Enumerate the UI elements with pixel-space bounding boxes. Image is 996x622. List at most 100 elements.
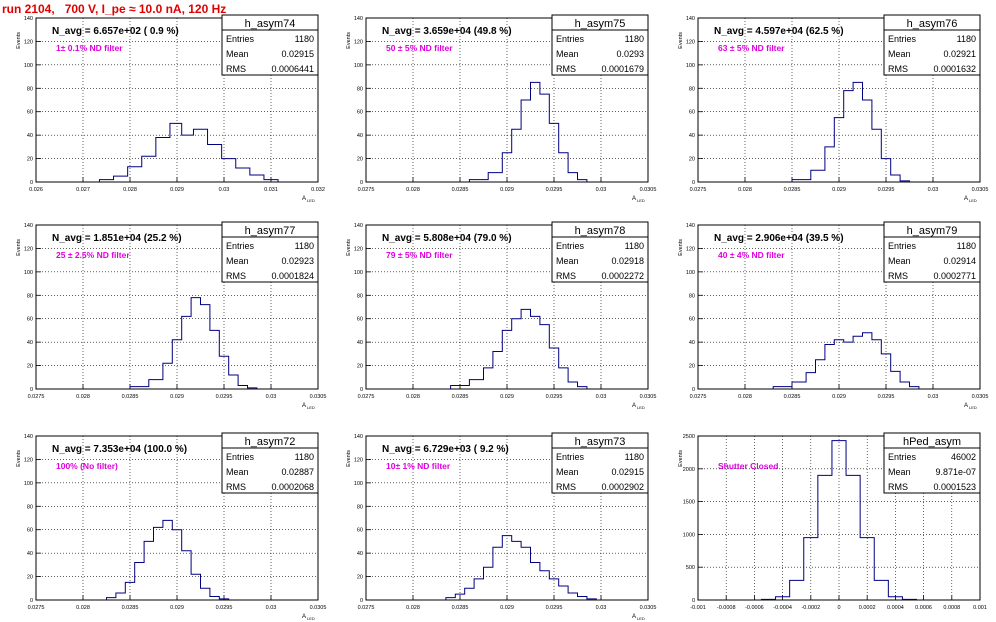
x-tick-label: 0.026: [29, 187, 43, 193]
x-axis-label-sub: LED: [307, 198, 315, 203]
stat-value: 46002: [951, 452, 976, 462]
navg-header: N_avg = 6.657e+02 ( 0.9 %): [52, 26, 179, 37]
stat-value: 1180: [295, 34, 314, 44]
stat-value: 0.0001679: [601, 64, 644, 74]
y-tick-label: 60: [27, 528, 33, 534]
y-tick-label: 60: [689, 110, 695, 116]
filter-note: 63 ± 5% ND filter: [718, 43, 785, 53]
stat-label: Entries: [888, 34, 917, 44]
histogram-panel-h_asym74: 0.026 0.027 0.028 0.029 0.03 0.031 0.032 0 20 40 6…: [16, 14, 325, 203]
filter-note: 1± 0.1% ND filter: [56, 43, 123, 53]
y-tick-label: 120: [354, 246, 363, 252]
histogram-name: h_asym78: [575, 225, 626, 237]
histogram-step-line: [106, 519, 230, 600]
stat-label: Entries: [556, 241, 585, 251]
y-axis-label: Events: [346, 32, 352, 49]
y-tick-label: 20: [689, 157, 695, 163]
x-tick-label: 0.0285: [784, 394, 801, 400]
stat-value: 1180: [625, 34, 644, 44]
x-tick-label: 0.0305: [972, 187, 989, 193]
y-axis-label: Events: [678, 32, 684, 49]
x-axis-label-sub: LED: [969, 405, 977, 410]
stat-label: RMS: [226, 64, 246, 74]
y-tick-label: 40: [357, 551, 363, 557]
x-tick-label: 0.03: [928, 394, 939, 400]
y-tick-label: 120: [686, 39, 695, 45]
navg-header: N_avg = 5.808e+04 (79.0 %): [382, 233, 512, 244]
stat-value: 0.0002272: [601, 271, 644, 281]
y-tick-label: 140: [354, 16, 363, 22]
x-tick-label: -0.0004: [773, 605, 792, 611]
histogram-panel-h_asym76: 0.0275 0.028 0.0285 0.029 0.0295 0.03 0.0305 0 2…: [678, 14, 989, 203]
x-tick-label: 0.029: [500, 187, 514, 193]
filter-note: 10± 1% ND filter: [386, 461, 451, 471]
x-axis-label: A: [302, 614, 306, 620]
stat-value: 1180: [957, 241, 976, 251]
x-axis-label-sub: LED: [307, 616, 315, 621]
x-tick-label: -0.0008: [717, 605, 736, 611]
x-tick-label: 0.029: [500, 605, 514, 611]
y-tick-label: 40: [27, 340, 33, 346]
histogram-step-line: [772, 332, 920, 389]
y-tick-label: 1000: [683, 532, 695, 538]
y-tick-label: 120: [24, 39, 33, 45]
x-axis-label-sub: LED: [637, 405, 645, 410]
x-tick-label: 0.029: [170, 187, 184, 193]
x-tick-label: 0.028: [738, 187, 752, 193]
y-tick-label: 80: [357, 86, 363, 92]
x-tick-label: 0.029: [500, 394, 514, 400]
y-tick-label: 20: [27, 575, 33, 581]
y-tick-label: 20: [357, 157, 363, 163]
histogram-panel-h_asym77: 0.0275 0.028 0.0285 0.029 0.0295 0.03 0.0305 0 2…: [16, 221, 327, 410]
histogram-step-line: [445, 535, 597, 600]
y-tick-label: 80: [27, 86, 33, 92]
y-tick-label: 100: [354, 63, 363, 69]
stats-box: [551, 432, 649, 494]
y-tick-label: 0: [30, 598, 33, 604]
histogram-panel-hPed_asym: -0.001 -0.0008 -0.0006 -0.0004 -0.0002 0 0.000…: [678, 432, 987, 611]
y-tick-label: 140: [24, 223, 33, 229]
y-tick-label: 100: [24, 63, 33, 69]
y-tick-label: 2000: [683, 467, 695, 473]
x-tick-label: 0.0285: [784, 187, 801, 193]
x-tick-label: 0.0295: [216, 394, 233, 400]
stat-label: Mean: [556, 256, 579, 266]
y-axis-label: Events: [16, 239, 22, 256]
y-tick-label: 140: [686, 223, 695, 229]
y-tick-label: 20: [357, 364, 363, 370]
histogram-name: hPed_asym: [903, 436, 961, 448]
y-tick-label: 40: [27, 133, 33, 139]
stat-value: 1180: [625, 452, 644, 462]
stat-value: 0.0002902: [601, 482, 644, 492]
y-tick-label: 40: [357, 133, 363, 139]
histogram-name: h_asym73: [575, 436, 626, 448]
x-tick-label: 0.0305: [310, 605, 327, 611]
stat-value: 0.0006441: [271, 64, 314, 74]
y-axis-label: Events: [346, 239, 352, 256]
x-tick-label: 0.03: [928, 187, 939, 193]
y-tick-label: 60: [27, 317, 33, 323]
y-tick-label: 0: [692, 598, 695, 604]
histogram-panel-h_asym79: 0.0275 0.028 0.0285 0.029 0.0295 0.03 0.0305 0 2…: [678, 221, 988, 410]
y-tick-label: 0: [360, 387, 363, 393]
stat-value: 0.02915: [611, 467, 644, 477]
y-tick-label: 140: [24, 16, 33, 22]
x-tick-label: 0.0305: [310, 394, 327, 400]
stat-label: Entries: [556, 452, 585, 462]
y-tick-label: 40: [357, 340, 363, 346]
y-tick-label: 0: [30, 180, 33, 186]
y-tick-label: 80: [357, 293, 363, 299]
stats-box: [551, 221, 649, 283]
filter-note: 25 ± 2.5% ND filter: [56, 250, 130, 260]
y-tick-label: 20: [357, 575, 363, 581]
x-tick-label: -0.001: [690, 605, 706, 611]
y-tick-label: 20: [689, 364, 695, 370]
stat-value: 0.0002771: [933, 271, 976, 281]
histogram-name: h_asym76: [907, 18, 958, 30]
y-tick-label: 2500: [683, 434, 695, 440]
x-tick-label: 0.0295: [216, 605, 233, 611]
filter-note: 50 ± 5% ND filter: [386, 43, 453, 53]
y-tick-label: 80: [689, 293, 695, 299]
navg-header: N_avg = 2.906e+04 (39.5 %): [714, 233, 844, 244]
x-tick-label: 0.03: [596, 394, 607, 400]
